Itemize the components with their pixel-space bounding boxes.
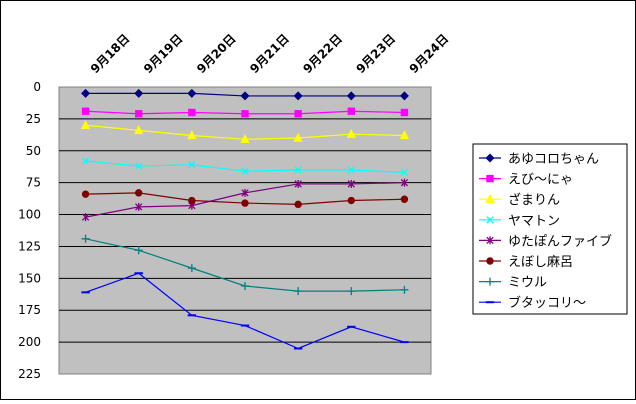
legend-label: ブタッコリ～: [508, 295, 586, 311]
y-tick-label: 175: [18, 303, 41, 317]
data-point: [135, 202, 143, 211]
legend-label: ゆたぽんファイブ: [508, 233, 612, 249]
series-line: [80, 119, 410, 143]
data-point: [241, 281, 249, 290]
data-point: [81, 190, 90, 198]
legend-label: ざまりん: [508, 192, 560, 208]
x-category-label: 9月24日: [407, 32, 452, 77]
x-axis-category-labels: 9月18日 9月19日 9月20日 9月21日 9月22日 9月23日 9月24日: [88, 32, 451, 77]
data-point: [81, 213, 90, 222]
data-point: [241, 199, 249, 207]
data-point: [399, 130, 410, 140]
plot-area: [58, 86, 432, 375]
data-point: [294, 110, 302, 118]
x-category-label: 9月23日: [354, 32, 399, 77]
data-point: [347, 107, 355, 115]
series-lines: [80, 88, 410, 350]
data-point: [81, 234, 90, 243]
y-tick-label: 200: [18, 335, 41, 349]
data-point: [486, 257, 494, 265]
series-line: [81, 272, 409, 350]
data-point: [135, 189, 143, 197]
series-line: [81, 189, 409, 209]
data-point: [135, 110, 143, 118]
data-point: [400, 108, 409, 117]
data-point: [485, 153, 495, 163]
data-point: [486, 236, 494, 245]
series-line: [81, 88, 409, 101]
data-point: [400, 178, 409, 187]
legend-label: ミウル: [508, 276, 547, 291]
data-point: [294, 287, 303, 296]
legend-label: えぼし麻呂: [508, 255, 573, 270]
x-category-label: 9月18日: [88, 32, 133, 77]
data-point: [294, 179, 302, 188]
y-tick-label: 50: [26, 144, 41, 158]
data-point: [347, 179, 355, 188]
data-point: [188, 161, 196, 169]
data-point: [134, 125, 144, 135]
y-axis-tick-labels: 0 25 50 75 100 125 150 175 200 225: [18, 80, 41, 381]
data-point: [188, 108, 196, 117]
data-point: [400, 168, 409, 177]
data-point: [241, 167, 249, 175]
data-point: [80, 119, 91, 129]
x-category-label: 9月19日: [141, 32, 186, 77]
legend-label: ヤマトン: [508, 214, 560, 229]
data-point: [486, 216, 494, 224]
data-point: [293, 132, 303, 142]
data-point: [486, 277, 494, 286]
x-category-label: 9月21日: [247, 32, 292, 77]
data-point: [187, 264, 196, 273]
y-tick-label: 125: [18, 239, 41, 253]
y-tick-label: 0: [33, 80, 41, 94]
data-point: [134, 88, 144, 98]
data-point: [81, 107, 90, 115]
legend-label: えび～にゃ: [508, 173, 573, 188]
data-point: [134, 246, 143, 255]
x-category-label: 9月20日: [194, 32, 239, 77]
data-point: [81, 157, 90, 165]
series-line: [81, 107, 409, 118]
data-point: [240, 134, 250, 143]
legend-label: あゆコロちゃん: [508, 152, 599, 167]
legend-box: [472, 143, 628, 315]
y-tick-label: 225: [18, 367, 41, 381]
data-point: [294, 166, 302, 174]
y-tick-label: 100: [18, 208, 41, 222]
data-point: [346, 128, 356, 138]
data-point: [347, 196, 355, 205]
data-point: [187, 88, 197, 98]
data-point: [346, 91, 356, 101]
data-point: [240, 91, 250, 101]
y-tick-label: 150: [18, 271, 41, 285]
x-category-label: 9月22日: [300, 32, 345, 77]
data-point: [294, 200, 302, 209]
data-point: [400, 195, 409, 203]
data-point: [241, 110, 249, 118]
data-point: [486, 174, 494, 183]
data-point: [399, 91, 409, 101]
y-tick-label: 25: [26, 112, 41, 126]
data-point: [135, 162, 143, 170]
data-point: [241, 188, 249, 197]
data-point: [81, 88, 91, 98]
data-point: [188, 196, 196, 205]
data-point: [485, 193, 495, 203]
series-line: [81, 234, 409, 296]
data-point: [293, 91, 303, 101]
data-point: [347, 287, 356, 296]
data-point: [187, 130, 197, 140]
y-tick-label: 75: [26, 176, 41, 190]
series-line: [81, 157, 409, 177]
legend: あゆコロちゃんえび～にゃざまりんヤマトンゆたぽんファイブえぼし麻呂ミウルブタッコ…: [472, 143, 628, 315]
data-point: [347, 166, 355, 174]
data-point: [400, 285, 409, 294]
